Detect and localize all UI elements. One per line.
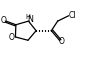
Text: H: H — [26, 15, 30, 20]
Text: O: O — [9, 33, 15, 42]
Text: N: N — [27, 15, 33, 24]
Text: Cl: Cl — [68, 11, 76, 20]
Text: O: O — [59, 37, 65, 46]
Text: O: O — [1, 16, 7, 25]
